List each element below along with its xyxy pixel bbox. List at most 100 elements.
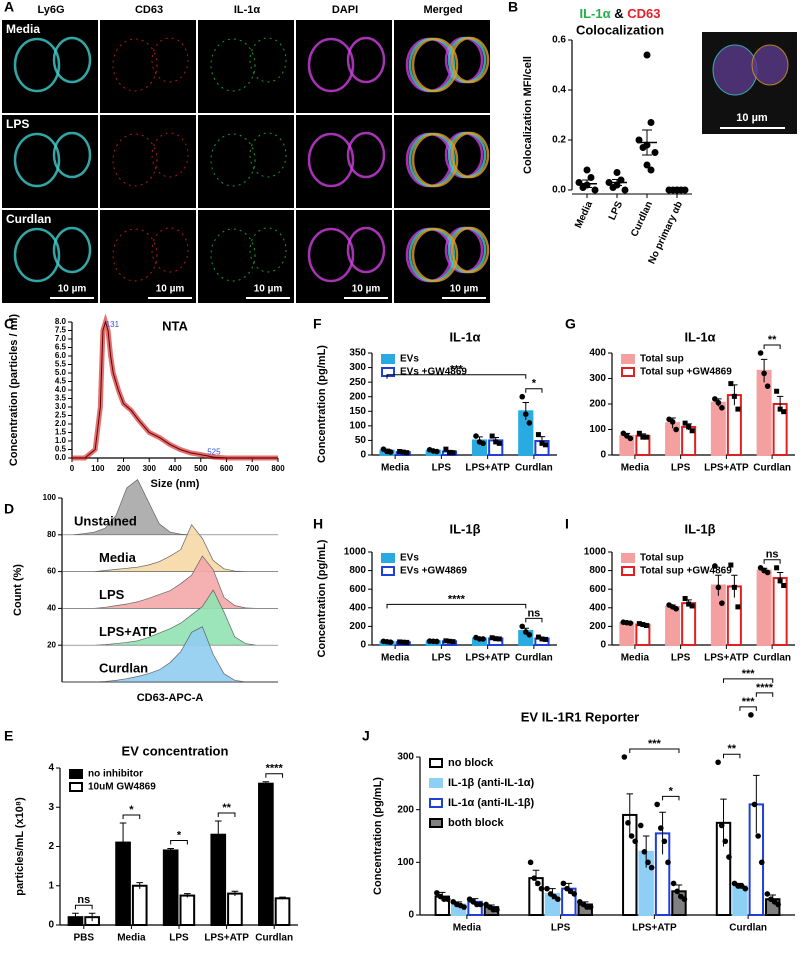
point bbox=[538, 885, 545, 892]
legend-swatch bbox=[621, 553, 635, 563]
micrograph bbox=[2, 20, 98, 113]
y-tick-label: 0.2 bbox=[552, 135, 566, 146]
point bbox=[781, 582, 787, 588]
x-tick-label: 200 bbox=[117, 464, 131, 473]
point bbox=[735, 406, 741, 412]
y-tick-label: 400 bbox=[589, 602, 606, 613]
bar bbox=[772, 577, 788, 646]
point bbox=[641, 849, 648, 855]
x-tick-label: LPS bbox=[169, 933, 189, 944]
point bbox=[718, 822, 725, 829]
point bbox=[661, 838, 668, 845]
legend-swatch bbox=[429, 798, 443, 808]
micrograph bbox=[394, 115, 490, 208]
point bbox=[654, 801, 660, 808]
significance-label: *** bbox=[648, 738, 662, 750]
x-tick-label: LPS bbox=[671, 653, 691, 664]
point bbox=[496, 440, 502, 446]
panel-label: D bbox=[4, 501, 14, 517]
point bbox=[669, 419, 676, 425]
point bbox=[728, 562, 734, 568]
x-tick-label: Media bbox=[453, 923, 482, 934]
point bbox=[777, 578, 783, 584]
legend-label: EVs bbox=[400, 354, 419, 365]
series-label: Media bbox=[99, 550, 137, 565]
legend-label: EVs bbox=[400, 553, 419, 564]
cell bbox=[112, 228, 158, 282]
x-tick-label: LPS+ATP bbox=[465, 463, 510, 474]
y-tick-label: 100 bbox=[589, 424, 606, 435]
y-tick-label: 8.0 bbox=[55, 317, 67, 326]
series-label: LPS+ATP bbox=[99, 624, 157, 639]
point bbox=[689, 603, 695, 609]
cell bbox=[450, 226, 490, 274]
x-tick-label: Media bbox=[381, 463, 410, 474]
cell bbox=[249, 227, 287, 273]
histogram-area bbox=[62, 589, 278, 646]
point bbox=[651, 149, 659, 156]
point bbox=[719, 600, 725, 606]
cell bbox=[210, 133, 256, 187]
point bbox=[535, 880, 541, 887]
cell bbox=[751, 44, 789, 86]
point bbox=[712, 396, 718, 402]
scale-bar-label: 10 µm bbox=[156, 284, 185, 295]
point bbox=[555, 896, 561, 902]
panel-label: G bbox=[565, 316, 576, 332]
histogram-area bbox=[62, 626, 278, 683]
point bbox=[748, 712, 754, 718]
y-tick-label: 600 bbox=[349, 584, 366, 595]
y-tick-label: 200 bbox=[589, 399, 606, 410]
scale-bar-label: 10 µm bbox=[352, 284, 381, 295]
bar bbox=[162, 849, 179, 926]
cell bbox=[346, 131, 386, 179]
x-tick-label: LPS bbox=[551, 923, 571, 934]
x-tick-label: LPS+ATP bbox=[704, 653, 749, 664]
cell bbox=[151, 37, 189, 83]
error-bar bbox=[659, 811, 666, 855]
point bbox=[494, 906, 500, 913]
cell bbox=[411, 37, 459, 93]
point bbox=[645, 859, 651, 866]
legend-label: no block bbox=[448, 757, 494, 769]
scale-bar-label: 10 µm bbox=[254, 284, 283, 295]
cell bbox=[450, 131, 490, 179]
significance-label: ns bbox=[77, 894, 90, 906]
legend-label: no inhibitor bbox=[88, 769, 143, 780]
significance-bracket bbox=[723, 678, 774, 683]
significance-bracket bbox=[629, 748, 680, 753]
significance-label: **** bbox=[448, 593, 466, 605]
x-tick-label: 600 bbox=[220, 464, 234, 473]
significance-bracket bbox=[525, 617, 543, 623]
point bbox=[539, 636, 545, 642]
histogram-area bbox=[62, 555, 278, 609]
point bbox=[522, 411, 529, 418]
significance-bracket bbox=[265, 773, 284, 778]
point bbox=[755, 833, 761, 839]
point bbox=[728, 381, 734, 387]
cell bbox=[712, 44, 758, 96]
point bbox=[674, 888, 680, 895]
point bbox=[657, 825, 664, 831]
x-tick-label: LPS+ATP bbox=[704, 463, 749, 474]
point bbox=[758, 859, 765, 866]
panel-label: H bbox=[313, 516, 323, 532]
chart-title: EV concentration bbox=[122, 743, 229, 758]
x-tick-label: LPS bbox=[432, 653, 452, 664]
point bbox=[636, 621, 642, 627]
point bbox=[640, 622, 646, 628]
point bbox=[673, 426, 679, 433]
scale-bar-label: 10 µm bbox=[736, 112, 768, 124]
point bbox=[643, 434, 649, 440]
bar bbox=[274, 897, 291, 926]
point bbox=[731, 393, 737, 399]
significance-bracket bbox=[763, 559, 781, 564]
y-tick-label: 300 bbox=[349, 362, 366, 373]
point bbox=[665, 859, 671, 866]
y-axis-label: particles/mL (x10⁸) bbox=[14, 797, 26, 896]
point bbox=[443, 446, 449, 452]
point bbox=[613, 169, 621, 176]
micrograph bbox=[394, 20, 490, 113]
legend-swatch bbox=[381, 553, 395, 563]
legend-swatch bbox=[621, 566, 635, 576]
